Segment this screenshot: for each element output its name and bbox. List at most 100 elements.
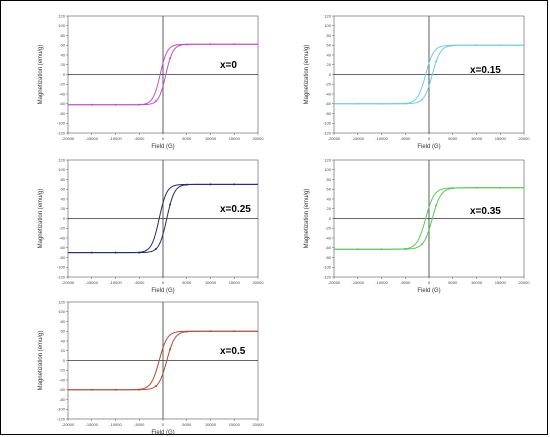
data-point [169, 57, 172, 60]
hysteresis-panel-2: -120 -100 -80 -60 -40 -20 0 20 40 60 80 100 120 -2000… [38, 157, 264, 294]
data-point [90, 103, 93, 106]
y-tick-label: -120 [57, 274, 66, 279]
y-tick-label: -60 [59, 245, 66, 250]
x-tick-label: 20000 [252, 280, 264, 285]
data-point [451, 187, 454, 190]
data-point [114, 103, 117, 106]
data-point [233, 43, 236, 46]
data-point [209, 183, 212, 186]
y-tick-label: 80 [61, 177, 66, 182]
y-tick-label: 80 [61, 319, 66, 324]
y-tick-label: 120 [58, 13, 65, 18]
x-tick-label: -20000 [62, 280, 75, 285]
y-tick-label: -40 [59, 235, 66, 240]
hysteresis-panel-4: -120 -100 -80 -60 -40 -20 0 20 40 60 80 100 120 -2000… [38, 299, 264, 436]
y-axis-label: Magnetization (emu/g) [38, 45, 44, 105]
x-tick-label: 0 [162, 280, 165, 285]
x-tick-label: 10000 [205, 280, 217, 285]
x-tick-label: -5000 [400, 280, 411, 285]
y-tick-label: 60 [61, 43, 66, 48]
y-tick-label: 100 [324, 23, 331, 28]
data-point [356, 102, 359, 105]
descending-branch [68, 183, 258, 254]
x-tick-label: 0 [162, 422, 165, 427]
x-tick-label: 5000 [448, 280, 458, 285]
y-tick-label: -120 [323, 130, 332, 135]
data-point [499, 186, 502, 189]
y-tick-label: -20 [59, 82, 66, 87]
data-point [404, 102, 407, 105]
y-tick-label: 60 [327, 187, 332, 192]
data-point [420, 98, 423, 101]
y-tick-label: -100 [323, 265, 332, 270]
y-tick-label: 120 [324, 157, 331, 162]
y-tick-label: 20 [61, 62, 66, 67]
y-tick-label: -100 [57, 265, 66, 270]
x-tick-label: 15000 [495, 136, 507, 141]
x-tick-label: 10000 [471, 136, 483, 141]
data-point [435, 60, 438, 63]
y-tick-label: 120 [58, 157, 65, 162]
x-axis-label: Field (G) [151, 288, 174, 294]
y-tick-label: 0 [63, 72, 66, 77]
x-tick-label: -5000 [134, 136, 145, 141]
data-point [233, 330, 236, 333]
x-tick-label: -5000 [400, 136, 411, 141]
data-point [380, 248, 383, 251]
y-tick-label: 80 [327, 177, 332, 182]
y-tick-label: -120 [323, 274, 332, 279]
descending-branch [334, 44, 524, 105]
data-point [435, 204, 438, 207]
data-point [475, 44, 478, 47]
x-axis-label: Field (G) [417, 144, 440, 150]
y-tick-label: 20 [327, 206, 332, 211]
x-tick-label: 5000 [182, 422, 192, 427]
y-tick-label: 40 [327, 52, 332, 57]
y-tick-label: -60 [325, 101, 332, 106]
data-point [154, 247, 157, 250]
data-point [154, 385, 157, 388]
descending-branch [68, 43, 258, 106]
x-tick-label: -5000 [134, 280, 145, 285]
data-point [380, 102, 383, 105]
x-tick-label: -15000 [86, 136, 99, 141]
data-point [169, 203, 172, 206]
y-tick-label: 80 [61, 33, 66, 38]
y-tick-label: -40 [59, 377, 66, 382]
x-tick-label: -20000 [62, 422, 75, 427]
x-tick-label: 10000 [205, 422, 217, 427]
y-tick-label: -120 [57, 130, 66, 135]
data-point [499, 44, 502, 47]
y-tick-label: -20 [325, 226, 332, 231]
x-tick-label: -15000 [352, 136, 365, 141]
x-tick-label: -15000 [86, 280, 99, 285]
y-tick-label: 80 [327, 33, 332, 38]
y-tick-label: 100 [324, 167, 331, 172]
y-tick-label: -120 [57, 416, 66, 421]
y-tick-label: -40 [325, 91, 332, 96]
y-tick-label: 0 [63, 358, 66, 363]
composition-label: x=0.25 [220, 204, 251, 215]
x-tick-label: 5000 [182, 136, 192, 141]
x-tick-label: -10000 [109, 280, 122, 285]
data-point [169, 348, 172, 351]
x-tick-label: -10000 [109, 422, 122, 427]
y-tick-label: 40 [327, 196, 332, 201]
x-tick-label: 10000 [471, 280, 483, 285]
x-tick-label: -20000 [62, 136, 75, 141]
data-point [209, 43, 212, 46]
data-point [404, 248, 407, 251]
x-tick-label: 20000 [252, 422, 264, 427]
data-point [185, 43, 188, 46]
y-tick-label: 20 [327, 62, 332, 67]
hysteresis-panel-0: -120 -100 -80 -60 -40 -20 0 20 40 60 80 100 120 -2000… [38, 13, 264, 150]
composition-label: x=0.15 [470, 65, 501, 76]
composition-label: x=0.35 [470, 206, 501, 217]
y-tick-label: 40 [61, 52, 66, 57]
y-tick-label: 0 [329, 216, 332, 221]
y-tick-label: 20 [61, 348, 66, 353]
y-tick-label: -80 [59, 397, 66, 402]
composition-label: x=0.5 [220, 346, 246, 357]
data-point [451, 44, 454, 47]
